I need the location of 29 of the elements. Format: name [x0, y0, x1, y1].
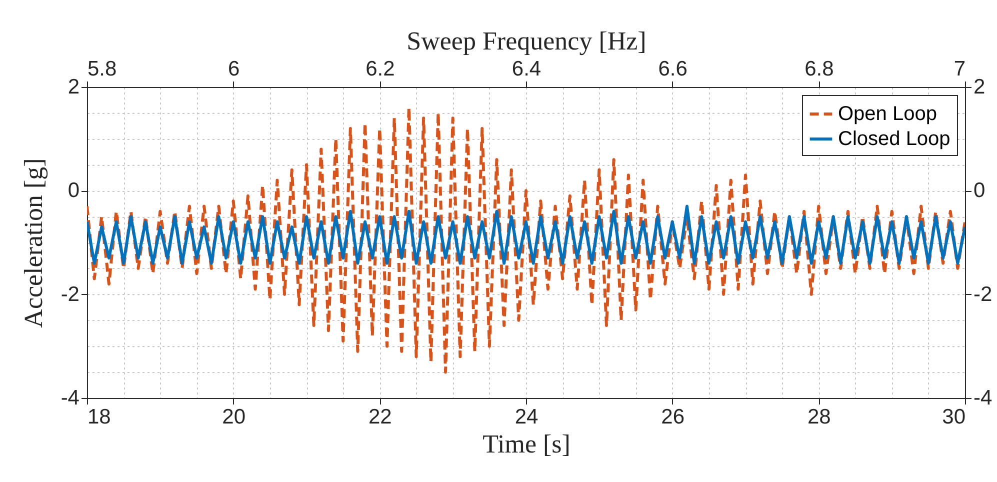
y2-tick-label: -4	[974, 386, 992, 410]
x2-tick-label: 6	[228, 58, 240, 80]
x2-tick-label: 6.4	[512, 58, 542, 80]
y-tick-label: 0	[68, 179, 80, 202]
y2-tick-label: -2	[974, 282, 992, 306]
line-series	[87, 106, 965, 374]
y2-tick-label: 2	[974, 76, 986, 98]
legend-label: Open Loop	[838, 103, 937, 125]
legend-label: Closed Loop	[838, 128, 950, 150]
y-tick-label: 2	[68, 76, 80, 98]
x-tick-label: 24	[514, 406, 538, 428]
y-tick-label: -4	[60, 386, 80, 410]
x2-tick-label: 6.2	[366, 58, 395, 80]
y2-tick-label: 0	[974, 179, 986, 202]
x-tick-label: 22	[368, 406, 392, 428]
line-series	[87, 204, 965, 265]
y-axis-title: Acceleration [g]	[18, 158, 48, 328]
x-tick-label: 20	[222, 406, 246, 428]
x2-tick-label: 7	[954, 58, 966, 80]
x-tick-label: 30	[942, 406, 966, 428]
x-tick-label: 26	[661, 406, 685, 428]
x-tick-label: 28	[807, 406, 831, 428]
x2-tick-label: 6.6	[658, 58, 688, 80]
y-tick-label: -2	[60, 282, 80, 306]
x2-tick-label: 6.8	[804, 58, 834, 80]
x-tick-label: 18	[88, 406, 111, 428]
x2-axis-title: Sweep Frequency [Hz]	[406, 26, 646, 56]
x-axis-title: Time [s]	[482, 430, 570, 458]
x2-tick-label: 5.8	[88, 58, 117, 80]
